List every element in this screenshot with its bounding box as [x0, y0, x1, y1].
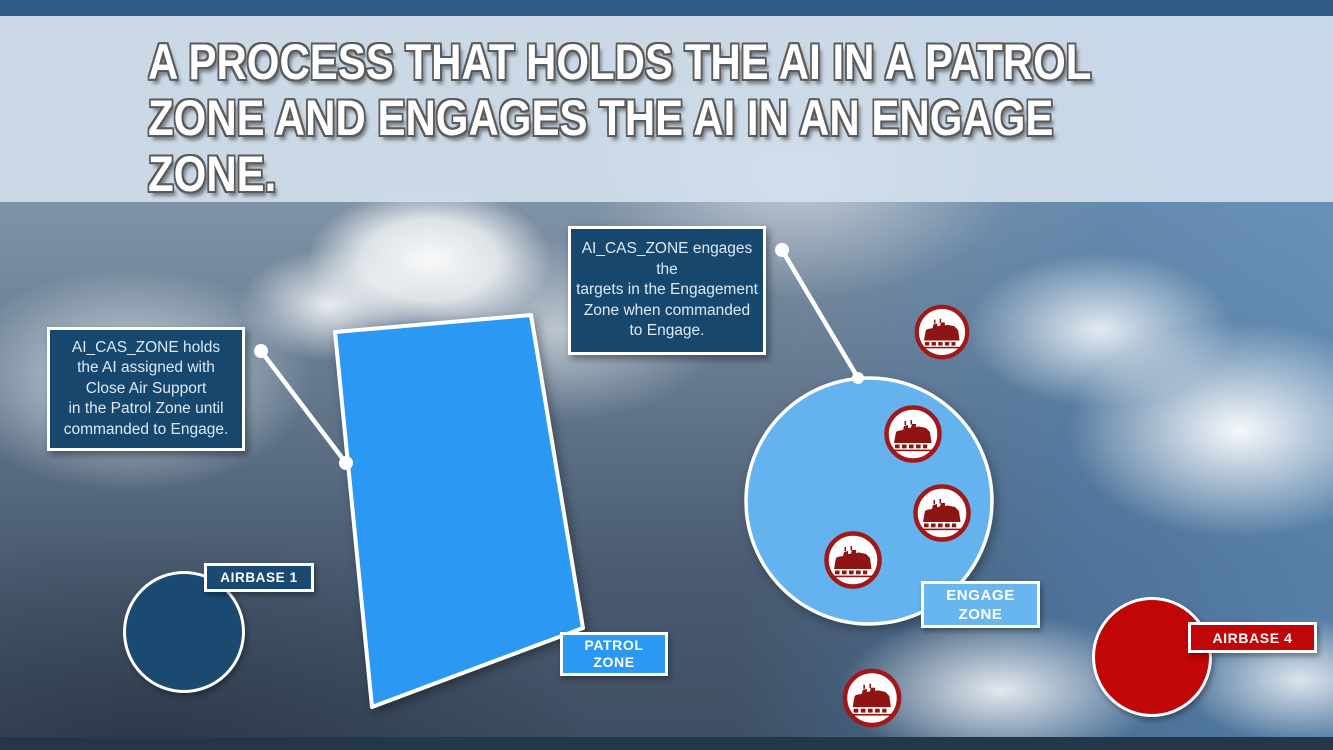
patrol-zone-shape: [333, 313, 585, 709]
airbase-4-circle: [1092, 597, 1212, 717]
title-band: [0, 16, 1333, 202]
bottom-edge-bar: [0, 737, 1333, 750]
leader-dot: [775, 243, 789, 257]
engage-callout-text: AI_CAS_ZONE engages the targets in the E…: [576, 240, 758, 340]
tank-icon: [887, 408, 940, 461]
engage-zone-label: ENGAGE ZONE: [921, 581, 1040, 628]
patrol-hold-callout: AI_CAS_ZONE holds the AI assigned with C…: [47, 327, 245, 451]
leader-dot: [852, 372, 864, 384]
patrol-zone-label: PATROL ZONE: [560, 632, 668, 676]
tank-icon: [845, 671, 899, 725]
tank-icon: [827, 534, 880, 587]
airbase-4-label: AIRBASE 4: [1188, 622, 1317, 653]
tank-icon: [916, 487, 969, 540]
leader-dot: [339, 456, 353, 470]
slide-title: A PROCESS THAT HOLDS THE AI IN A PATROL …: [148, 34, 1092, 202]
engage-callout: AI_CAS_ZONE engages the targets in the E…: [568, 226, 766, 355]
top-edge-bar: [0, 0, 1333, 16]
patrol-hold-callout-text: AI_CAS_ZONE holds the AI assigned with C…: [63, 338, 229, 438]
airbase-1-label: AIRBASE 1: [204, 563, 314, 592]
leader-dot: [254, 344, 268, 358]
patrol-callout-leader-line: [259, 349, 348, 465]
engage-callout-leader-line: [780, 248, 860, 380]
tank-icon: [917, 307, 967, 357]
